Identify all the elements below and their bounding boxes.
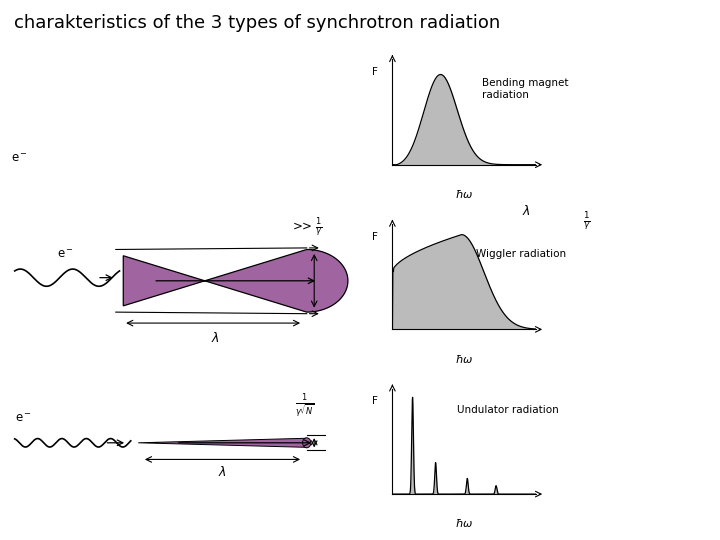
Ellipse shape bbox=[559, 244, 569, 255]
Text: F: F bbox=[372, 67, 378, 77]
Text: e$^-$: e$^-$ bbox=[57, 247, 73, 260]
Text: e$^-$: e$^-$ bbox=[14, 411, 32, 424]
Text: >> $\frac{1}{\gamma}$: >> $\frac{1}{\gamma}$ bbox=[292, 217, 323, 239]
Text: $\frac{1}{\gamma\sqrt{N}}$: $\frac{1}{\gamma\sqrt{N}}$ bbox=[295, 393, 315, 420]
Polygon shape bbox=[123, 249, 348, 312]
Text: charakteristics of the 3 types of synchrotron radiation: charakteristics of the 3 types of synchr… bbox=[14, 14, 500, 31]
Polygon shape bbox=[138, 438, 307, 447]
Text: Wiggler radiation: Wiggler radiation bbox=[476, 248, 566, 259]
Polygon shape bbox=[467, 244, 564, 255]
Text: F: F bbox=[372, 396, 378, 407]
Text: $\lambda$: $\lambda$ bbox=[211, 331, 220, 345]
Text: $\hbar\omega$: $\hbar\omega$ bbox=[455, 517, 474, 529]
Ellipse shape bbox=[302, 438, 311, 448]
Text: F: F bbox=[372, 232, 378, 242]
Text: Bending magnet
radiation: Bending magnet radiation bbox=[482, 78, 568, 100]
Text: $\lambda$: $\lambda$ bbox=[218, 465, 227, 480]
Text: $\lambda$: $\lambda$ bbox=[522, 204, 531, 218]
Text: $\hbar\omega$: $\hbar\omega$ bbox=[455, 188, 474, 200]
Text: e$^-$: e$^-$ bbox=[11, 152, 28, 165]
Text: $\frac{1}{\gamma}$: $\frac{1}{\gamma}$ bbox=[582, 211, 590, 233]
Text: Undulator radiation: Undulator radiation bbox=[457, 405, 559, 415]
Text: $\hbar\omega$: $\hbar\omega$ bbox=[455, 353, 474, 364]
